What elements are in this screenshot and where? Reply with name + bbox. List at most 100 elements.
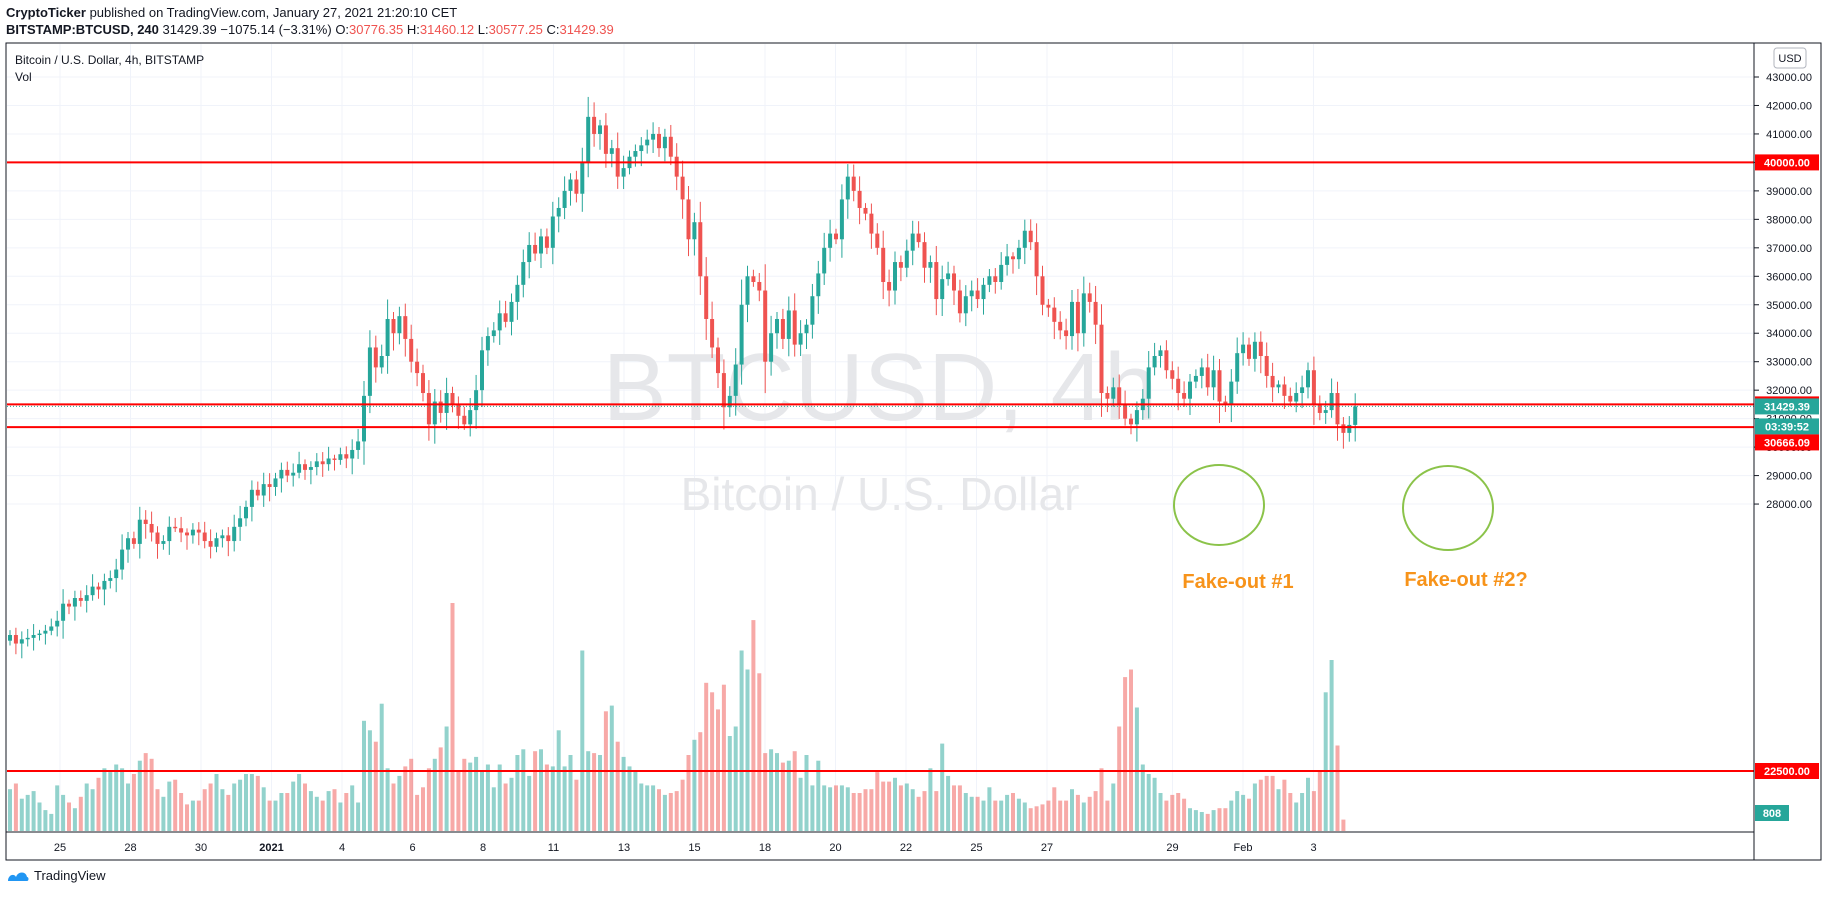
candle-body [1040,276,1045,305]
price-tick-label: 36000.00 [1766,271,1812,283]
currency-label[interactable]: USD [1778,53,1801,65]
volume-bar [1300,793,1305,831]
candle-body [1335,393,1340,425]
volume-bar [1235,791,1240,831]
candle-body [822,247,827,274]
volume-bar [1176,793,1181,831]
price-tag-countdown [1755,418,1819,435]
author-name[interactable]: CryptoTicker [6,5,86,20]
horizontal-levels[interactable] [7,161,1754,772]
candle-body [928,262,933,268]
volume-bar [651,785,656,831]
volume-bar [362,720,366,831]
volume-bar [367,730,372,831]
volume-bar [668,793,673,831]
candle-body [308,467,313,470]
footer-brand[interactable]: TradingView [34,868,106,883]
volume-bar [43,810,48,831]
volume-bar [120,768,125,831]
volume-bar [698,732,703,831]
time-axis[interactable]: 25 28 30 2021 4 6 8 11 13 15 18 20 22 25 27 29 Feb 3 [54,842,1317,854]
volume-bar [350,785,355,831]
candle-body [727,395,732,408]
price-tick-label: 32000.00 [1766,385,1812,397]
volume-bar [314,796,319,831]
candle-body [102,580,107,590]
candle-body [8,635,12,641]
candle-body [279,469,284,479]
candle-body [910,233,915,251]
candle-body [721,373,726,408]
price-tick-label: 33000.00 [1766,357,1812,369]
volume-bar [131,774,136,831]
volume-bar [67,802,71,831]
chart-frame [5,42,1822,861]
candle-body [149,523,154,533]
candle-body [421,373,425,394]
volume-bar [550,766,555,831]
candle-body [267,484,272,487]
candle-body [31,635,36,638]
volume-bar [1188,808,1192,831]
candle-body [1205,367,1210,388]
volume-bar [804,755,809,831]
volume-bar [1146,774,1151,831]
volume-bar [1199,812,1204,831]
candle-body [1170,370,1175,379]
volume-bar [261,787,266,831]
candle-body [249,489,254,507]
volume-bar [1294,802,1299,831]
close-label: C: [546,22,560,37]
volume-bar [456,770,461,831]
high-label: H: [406,22,420,37]
currency-button[interactable]: USD [1773,47,1807,69]
candle-body [1058,321,1063,331]
candle-body [739,304,744,365]
volume-bar [397,775,402,831]
candle-body [887,281,892,291]
symbol-line: BITSTAMP:BTCUSD, 240 31429.39 −1075.14 (… [6,21,614,38]
candle-body [1034,242,1039,277]
level-price-tag [1755,763,1819,779]
candle-body [1028,230,1033,243]
volume-bar [403,766,408,831]
volume-bar [462,758,467,831]
time-tick-label: 20 [829,842,841,854]
candle-body [1300,387,1305,394]
volume-bar [137,760,142,831]
volume-bar [1028,808,1033,831]
candle-body [485,336,490,351]
volume-bar [338,802,343,831]
candle-body [1247,344,1251,359]
candle-body [733,364,738,396]
candle-body [379,356,384,368]
price-change: −1075.14 (−3.31%) [220,22,332,37]
candle-body [851,176,856,191]
volume-bar [108,772,113,831]
candle-body [698,222,703,277]
volume-bar [220,789,225,831]
time-tick-label: 18 [759,842,771,854]
volume-bar [1111,783,1116,831]
candle-body [13,635,18,644]
volume-value-label: 808 [1763,808,1781,820]
chart-header: CryptoTicker published on TradingView.co… [6,4,614,38]
tradingview-logo-icon[interactable] [6,869,30,883]
publish-info: published on TradingView.com, January 27… [85,5,458,20]
time-tick-label: 25 [970,842,982,854]
volume-bar [297,774,302,831]
candle-body [857,190,862,208]
candle-body [716,347,720,374]
candle-body [1093,301,1098,325]
volume-bar [149,758,154,831]
currency-button-frame[interactable] [1773,47,1807,69]
volume-bar [1270,775,1275,831]
candle-body [763,290,768,362]
candle-body [480,350,484,391]
candle-body [155,532,160,544]
volume-bar [491,787,496,831]
candle-body [639,145,644,152]
volume-bar [344,793,349,831]
price-tick-label: 34000.00 [1766,328,1812,340]
